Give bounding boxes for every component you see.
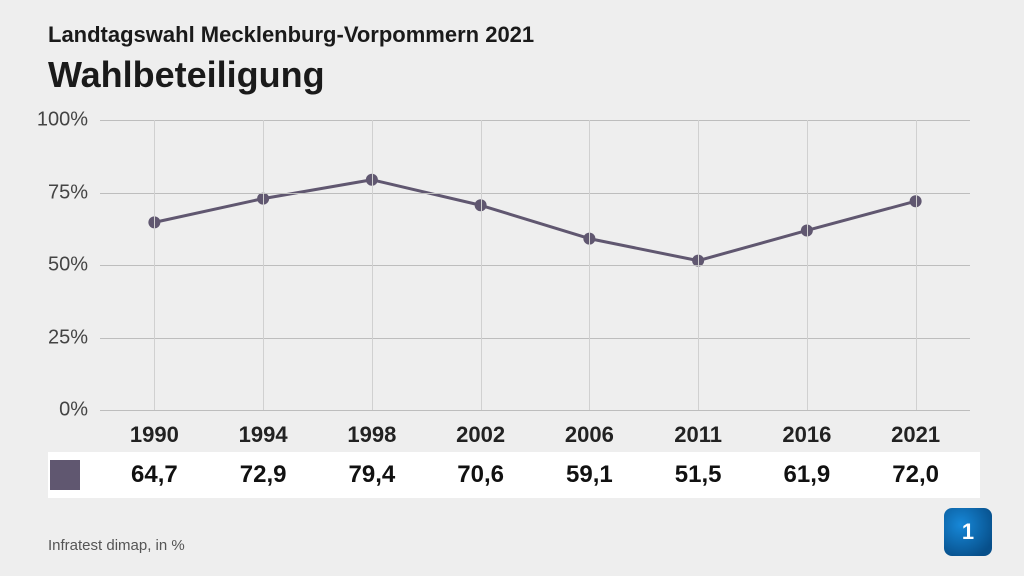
chart-title: Wahlbeteiligung bbox=[48, 54, 325, 96]
data-value: 59,1 bbox=[566, 461, 613, 489]
data-value: 79,4 bbox=[349, 461, 396, 489]
source-label: Infratest dimap, in % bbox=[48, 537, 185, 554]
y-gridline bbox=[100, 120, 970, 121]
data-value: 72,9 bbox=[240, 461, 287, 489]
x-gridline bbox=[372, 120, 373, 410]
y-gridline bbox=[100, 193, 970, 194]
y-gridline bbox=[100, 265, 970, 266]
x-axis-label: 2006 bbox=[565, 422, 614, 448]
y-axis-label: 75% bbox=[48, 181, 88, 204]
y-axis-label: 25% bbox=[48, 326, 88, 349]
y-gridline bbox=[100, 338, 970, 339]
data-table: 64,7 72,9 79,4 70,6 59,1 51,5 61,9 72,0 bbox=[48, 452, 980, 498]
x-axis-label: 1990 bbox=[130, 422, 179, 448]
x-gridline bbox=[154, 120, 155, 410]
logo-text: 1 bbox=[962, 519, 974, 545]
x-gridline bbox=[481, 120, 482, 410]
x-gridline bbox=[807, 120, 808, 410]
x-axis-label: 2002 bbox=[456, 422, 505, 448]
data-value: 70,6 bbox=[457, 461, 504, 489]
x-gridline bbox=[263, 120, 264, 410]
x-gridline bbox=[916, 120, 917, 410]
x-gridline bbox=[698, 120, 699, 410]
data-value: 72,0 bbox=[892, 461, 939, 489]
data-value: 51,5 bbox=[675, 461, 722, 489]
y-gridline bbox=[100, 410, 970, 411]
data-value: 61,9 bbox=[784, 461, 831, 489]
x-axis-label: 1994 bbox=[239, 422, 288, 448]
chart-plot-area: 0%25%50%75%100%1990199419982002200620112… bbox=[100, 120, 970, 410]
data-value: 64,7 bbox=[131, 461, 178, 489]
y-axis-label: 100% bbox=[37, 109, 88, 132]
x-gridline bbox=[589, 120, 590, 410]
x-axis-label: 2021 bbox=[891, 422, 940, 448]
x-axis-label: 2016 bbox=[782, 422, 831, 448]
broadcaster-logo: 1 bbox=[944, 508, 992, 556]
y-axis-label: 50% bbox=[48, 254, 88, 277]
chart-subtitle: Landtagswahl Mecklenburg-Vorpommern 2021 bbox=[48, 22, 534, 48]
y-axis-label: 0% bbox=[59, 399, 88, 422]
x-axis-label: 2011 bbox=[674, 422, 722, 448]
x-axis-label: 1998 bbox=[347, 422, 396, 448]
